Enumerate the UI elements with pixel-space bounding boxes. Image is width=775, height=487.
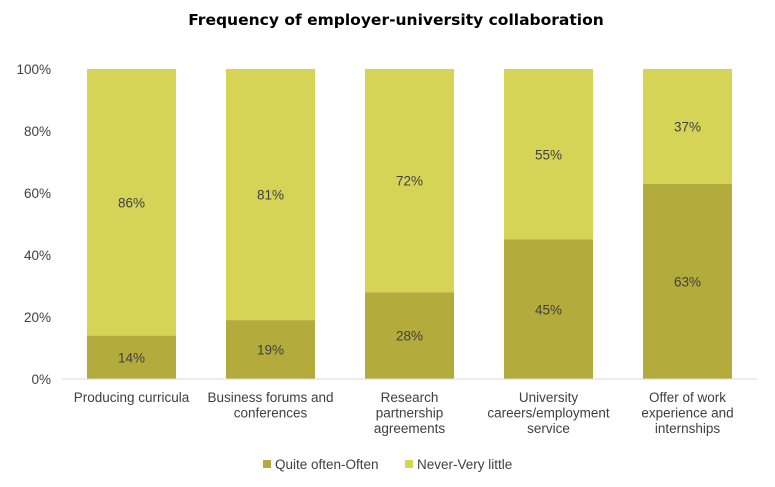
- x-tick-label: internships: [655, 421, 721, 436]
- y-tick-label: 0%: [31, 372, 51, 387]
- y-tick-label: 60%: [24, 186, 51, 201]
- data-label: 55%: [535, 147, 562, 162]
- x-tick-label: agreements: [374, 421, 446, 436]
- bar-segment-never-very-little: [365, 69, 454, 293]
- x-tick-label: University: [519, 390, 579, 405]
- x-tick-label: service: [527, 421, 570, 436]
- x-tick-label: partnership: [376, 406, 444, 421]
- bar-segment-never-very-little: [643, 69, 732, 184]
- data-label: 86%: [118, 195, 145, 210]
- bar-segment-never-very-little: [504, 69, 593, 240]
- data-label: 28%: [396, 329, 423, 344]
- y-tick-label: 100%: [16, 62, 51, 77]
- data-labels: 14% 86% 19% 81% 28% 72% 45% 55% 63% 37%: [118, 119, 701, 365]
- x-tick-label: Research: [381, 390, 439, 405]
- x-tick-label: Producing curricula: [74, 390, 190, 405]
- y-tick-label: 20%: [24, 310, 51, 325]
- bar-segment-never-very-little: [87, 69, 176, 336]
- y-tick-label: 40%: [24, 248, 51, 263]
- data-label: 81%: [257, 188, 284, 203]
- x-tick-label: careers/employment: [487, 406, 610, 421]
- chart-title: Frequency of employer-university collabo…: [188, 11, 604, 29]
- y-tick-label: 80%: [24, 124, 51, 139]
- data-label: 14%: [118, 350, 145, 365]
- data-label: 37%: [674, 119, 701, 134]
- legend: Quite often-Often Never-Very little: [263, 457, 512, 472]
- bar-segment-quite-often: [87, 335, 176, 379]
- data-label: 45%: [535, 302, 562, 317]
- x-tick-label: Business forums and: [207, 390, 333, 405]
- x-tick-label: experience and: [641, 406, 733, 421]
- data-label: 19%: [257, 343, 284, 358]
- legend-label: Quite often-Often: [275, 457, 379, 472]
- bar-segment-quite-often: [365, 292, 454, 379]
- x-tick-label: Offer of work: [649, 390, 726, 405]
- bars: [87, 69, 732, 379]
- x-axis: Producing curricula Business forums andco…: [74, 390, 734, 436]
- data-label: 63%: [674, 274, 701, 289]
- legend-swatch: [263, 460, 271, 468]
- bar-segment-quite-often: [226, 320, 315, 379]
- legend-label: Never-Very little: [417, 457, 512, 472]
- x-tick-label: conferences: [234, 406, 308, 421]
- bar-segment-never-very-little: [226, 69, 315, 321]
- bar-segment-quite-often: [504, 239, 593, 379]
- y-axis: 0% 20% 40% 60% 80% 100%: [16, 62, 51, 387]
- legend-swatch: [405, 460, 413, 468]
- data-label: 72%: [396, 174, 423, 189]
- bar-segment-quite-often: [643, 183, 732, 379]
